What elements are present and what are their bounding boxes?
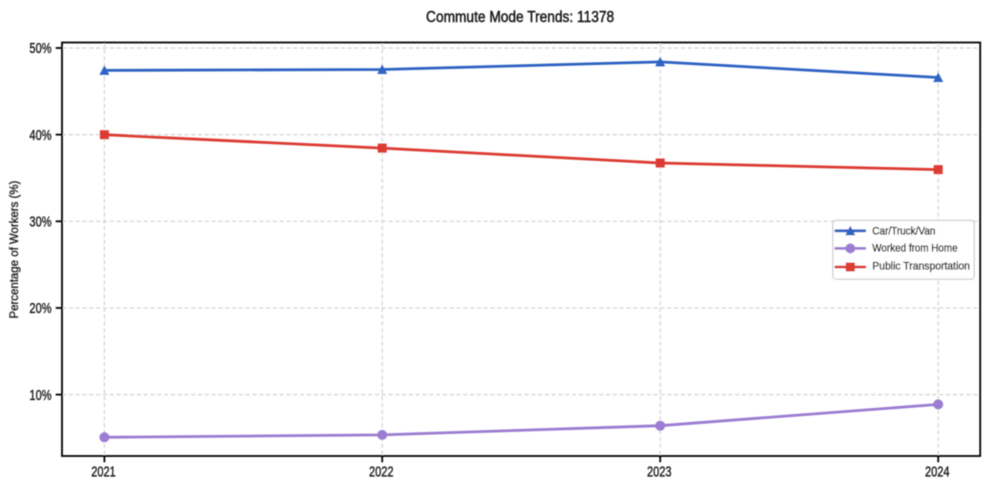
svg-text:Percentage of Workers (%): Percentage of Workers (%): [8, 181, 21, 319]
svg-text:30%: 30%: [29, 213, 51, 230]
svg-text:2024: 2024: [925, 463, 950, 480]
svg-text:2023: 2023: [647, 463, 672, 480]
svg-text:2022: 2022: [369, 463, 394, 480]
svg-text:Public Transportation: Public Transportation: [872, 260, 970, 272]
svg-text:40%: 40%: [29, 126, 51, 143]
svg-text:20%: 20%: [29, 299, 51, 316]
svg-text:10%: 10%: [29, 386, 51, 403]
svg-text:Worked from Home: Worked from Home: [872, 242, 957, 255]
svg-text:2021: 2021: [91, 463, 116, 480]
svg-text:Car/Truck/Van: Car/Truck/Van: [872, 225, 935, 238]
svg-text:Commute Mode Trends: 11378: Commute Mode Trends: 11378: [426, 9, 614, 26]
svg-text:50%: 50%: [29, 40, 51, 57]
